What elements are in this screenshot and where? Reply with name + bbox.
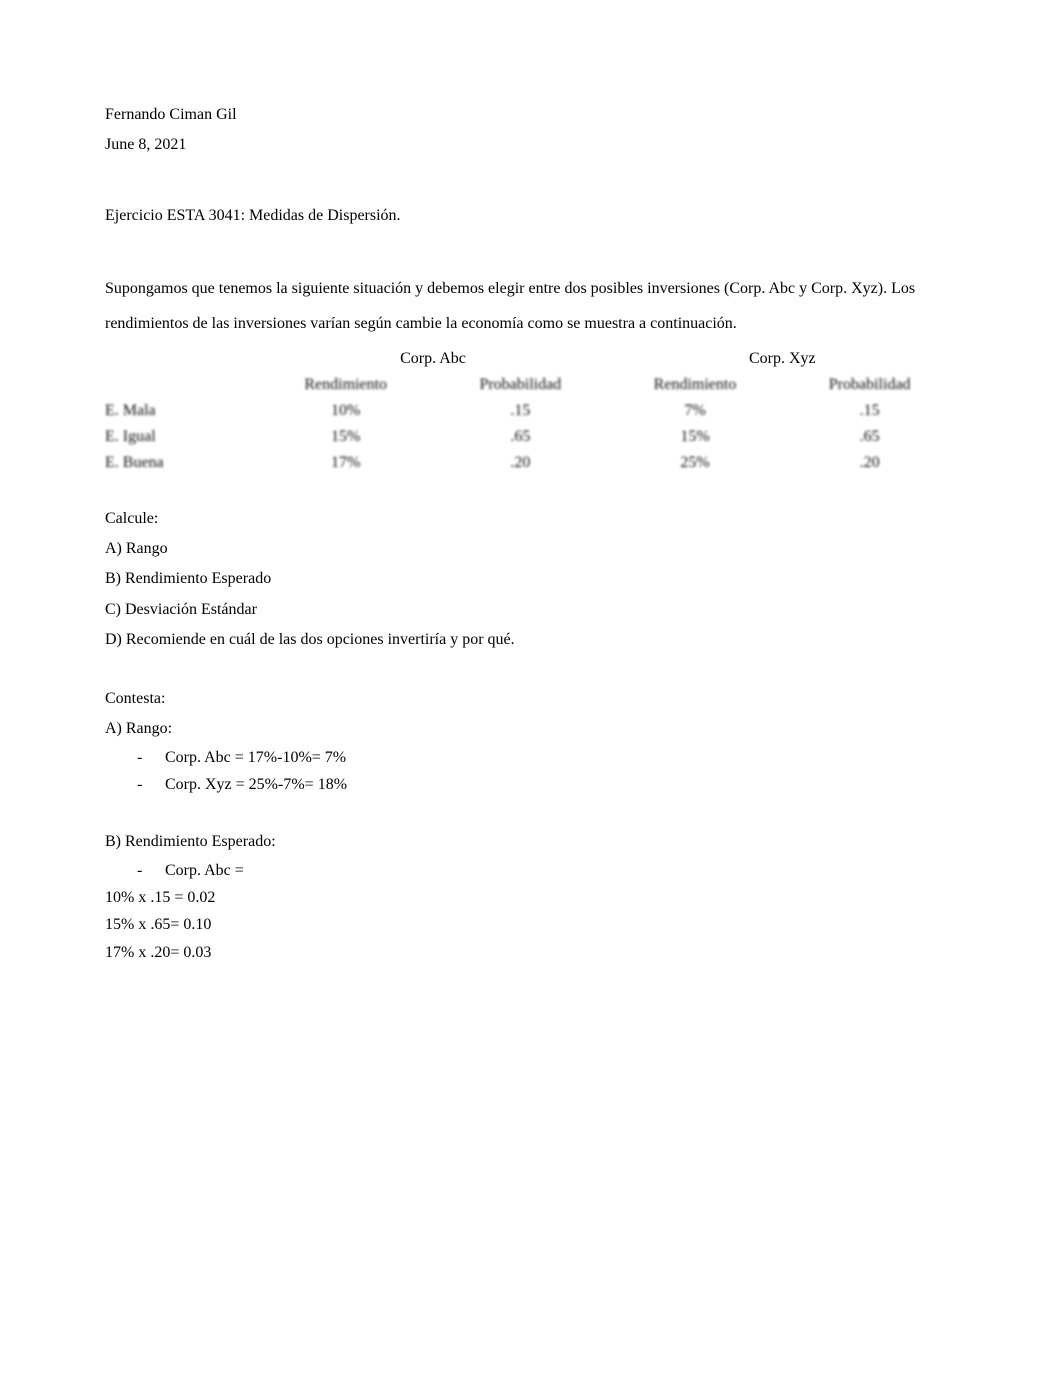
- cell: 15%: [258, 424, 433, 450]
- contesta-heading: Contesta:: [105, 684, 957, 714]
- answer-a-list: Corp. Abc = 17%-10%= 7% Corp. Xyz = 25%-…: [105, 744, 957, 798]
- document-date: June 8, 2021: [105, 130, 957, 160]
- cell: .20: [782, 450, 957, 476]
- calc-item-b: B) Rendimiento Esperado: [105, 564, 957, 594]
- cell: .15: [782, 398, 957, 424]
- intro-paragraph: Supongamos que tenemos la siguiente situ…: [105, 271, 957, 341]
- calcule-heading: Calcule:: [105, 504, 957, 534]
- group-header-abc: Corp. Abc: [258, 346, 607, 372]
- table-sub-header-row: Rendimiento Probabilidad Rendimiento Pro…: [105, 372, 957, 398]
- calc-item-c: C) Desviación Estándar: [105, 595, 957, 625]
- table-row: E. Buena 17% .20 25% .20: [105, 450, 957, 476]
- table-row: E. Mala 10% .15 7% .15: [105, 398, 957, 424]
- cell: .20: [433, 450, 608, 476]
- list-item: Corp. Abc =: [141, 857, 957, 884]
- cell: 10%: [258, 398, 433, 424]
- cell: 7%: [608, 398, 783, 424]
- sub-header: Probabilidad: [782, 372, 957, 398]
- calc-item-a: A) Rango: [105, 534, 957, 564]
- list-item: Corp. Xyz = 25%-7%= 18%: [141, 771, 957, 798]
- row-label: E. Buena: [105, 450, 258, 476]
- cell: 17%: [258, 450, 433, 476]
- investment-table: Corp. Abc Corp. Xyz Rendimiento Probabil…: [105, 346, 957, 476]
- sub-header: Rendimiento: [608, 372, 783, 398]
- author-name: Fernando Ciman Gil: [105, 100, 957, 130]
- calc-item-d: D) Recomiende en cuál de las dos opcione…: [105, 625, 957, 655]
- answer-a-label: A) Rango:: [105, 714, 957, 744]
- answer-b-label: B) Rendimiento Esperado:: [105, 827, 957, 857]
- answer-b-list: Corp. Abc =: [105, 857, 957, 884]
- cell: .65: [782, 424, 957, 450]
- cell: .65: [433, 424, 608, 450]
- calc-line: 15% x .65= 0.10: [105, 911, 957, 938]
- row-label: E. Mala: [105, 398, 258, 424]
- table-row: E. Igual 15% .65 15% .65: [105, 424, 957, 450]
- sub-header: Rendimiento: [258, 372, 433, 398]
- table-group-header-row: Corp. Abc Corp. Xyz: [105, 346, 957, 372]
- cell: .15: [433, 398, 608, 424]
- list-item: Corp. Abc = 17%-10%= 7%: [141, 744, 957, 771]
- sub-header: Probabilidad: [433, 372, 608, 398]
- exercise-title: Ejercicio ESTA 3041: Medidas de Dispersi…: [105, 201, 957, 231]
- group-header-xyz: Corp. Xyz: [608, 346, 957, 372]
- cell: 15%: [608, 424, 783, 450]
- calc-line: 10% x .15 = 0.02: [105, 884, 957, 911]
- calc-line: 17% x .20= 0.03: [105, 939, 957, 966]
- row-label: E. Igual: [105, 424, 258, 450]
- cell: 25%: [608, 450, 783, 476]
